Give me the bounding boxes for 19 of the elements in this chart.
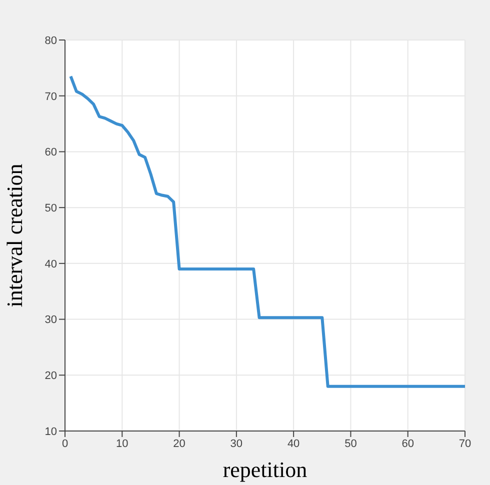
y-tick-label: 70 — [44, 90, 57, 103]
x-tick-label: 10 — [116, 438, 128, 450]
x-tick-label: 20 — [173, 438, 186, 450]
y-tick-label: 40 — [44, 258, 57, 270]
y-tick-label: 80 — [44, 34, 57, 47]
x-tick-label: 70 — [458, 438, 472, 450]
x-tick-label: 60 — [402, 438, 414, 450]
x-tick-label: 50 — [344, 438, 357, 450]
y-tick-label: 60 — [44, 146, 57, 159]
x-axis-title: repetition — [222, 457, 308, 482]
line-series — [69, 74, 465, 388]
x-tick-label: 40 — [287, 438, 300, 450]
x-tick-label: 0 — [62, 438, 68, 450]
y-tick-label: 50 — [44, 202, 57, 214]
y-axis-title: interval creation — [2, 164, 27, 308]
x-tick-label: 30 — [230, 438, 243, 450]
y-tick-label: 20 — [44, 370, 57, 382]
y-tick-label: 30 — [44, 314, 57, 326]
y-tick-label: 10 — [44, 426, 57, 438]
